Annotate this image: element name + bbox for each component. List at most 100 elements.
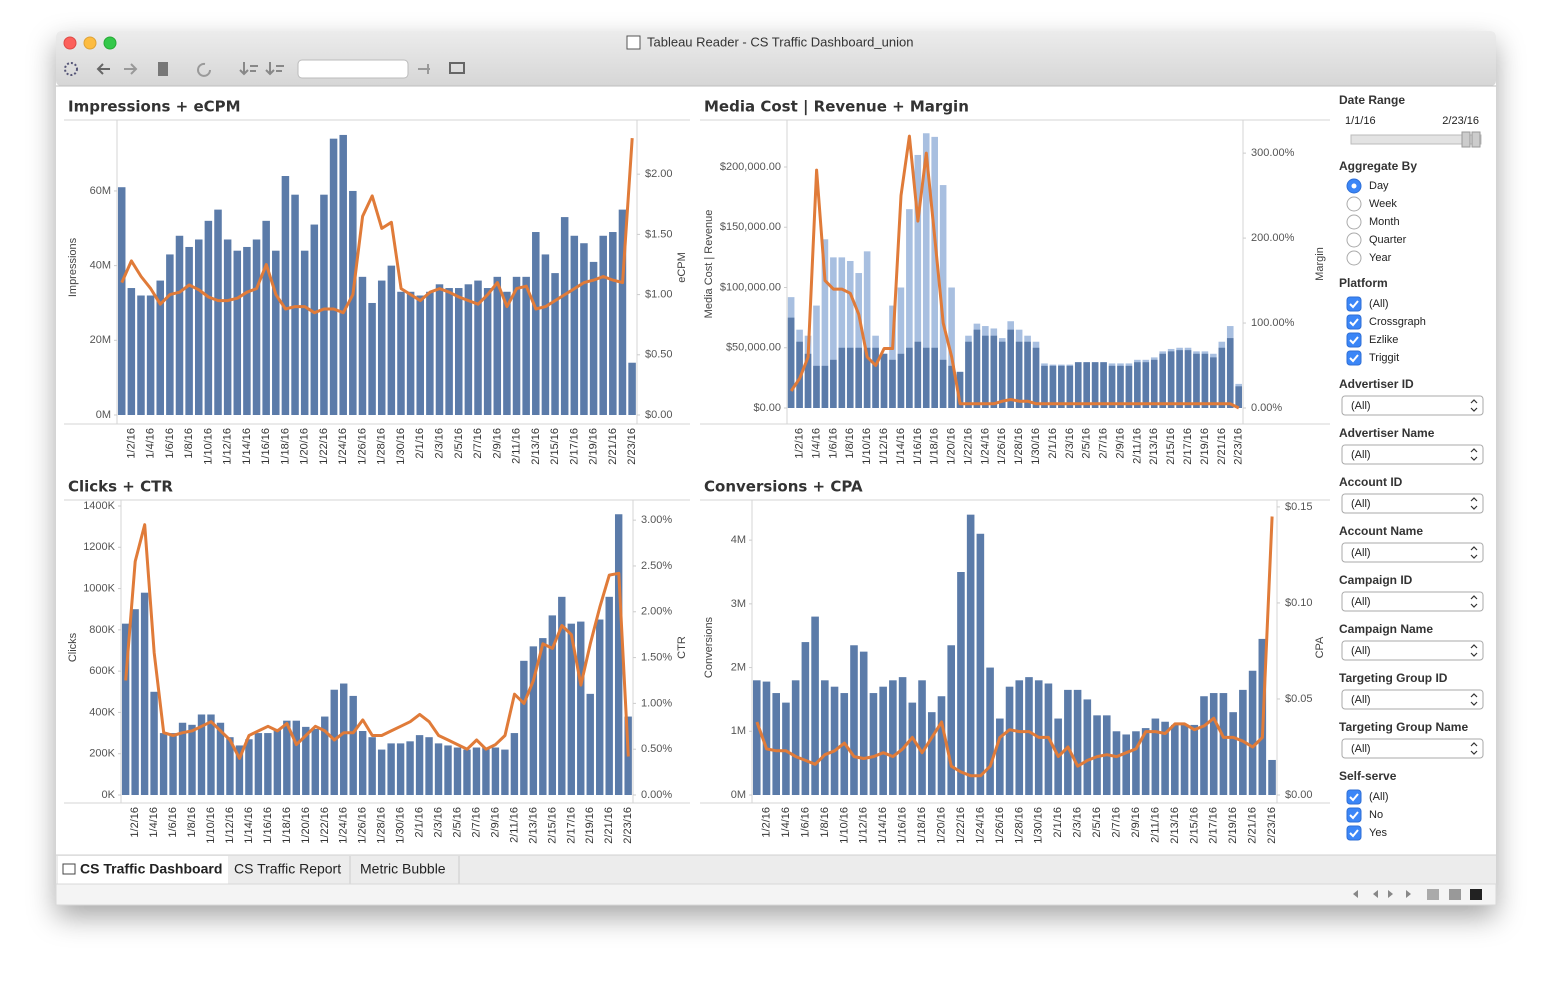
sheet-tab[interactable]: CS Traffic Dashboard (80, 861, 222, 877)
bar (262, 220, 270, 415)
x-tick-label: 1/10/16 (202, 428, 214, 465)
x-tick-label: 2/11/16 (1149, 807, 1161, 843)
forward-button[interactable] (124, 63, 138, 75)
sheet-tab[interactable]: Metric Bubble (360, 861, 446, 877)
filter-label: Targeting Group Name (1339, 720, 1468, 734)
bar (976, 533, 985, 795)
x-tick-label: 1/16/16 (260, 428, 272, 465)
bar (548, 615, 557, 795)
bar (1025, 677, 1033, 795)
dropdown-value: (All) (1351, 596, 1371, 608)
bar (752, 680, 761, 795)
bar (377, 749, 386, 795)
x-tick-label: 1/4/16 (148, 807, 160, 838)
view-full[interactable] (1470, 889, 1482, 900)
dropdown[interactable] (1341, 444, 1484, 465)
checkbox[interactable] (1346, 825, 1362, 841)
y2-axis-title: Margin (1314, 247, 1326, 281)
x-tick-label: 1/6/16 (827, 428, 839, 459)
zoom-select[interactable] (297, 59, 409, 79)
bar (855, 347, 862, 408)
dropdown[interactable] (1341, 493, 1484, 514)
x-tick-label: 2/5/16 (453, 428, 465, 459)
bar (1058, 365, 1065, 408)
y-tick-label: $50,000.00 (726, 342, 781, 354)
bar (464, 284, 473, 415)
checkbox[interactable] (1346, 332, 1362, 348)
bar (914, 341, 922, 408)
bar (618, 209, 627, 415)
presentation-button[interactable] (449, 62, 465, 74)
checkbox[interactable] (1346, 350, 1362, 366)
bar (493, 276, 502, 415)
window-title: Tableau Reader - CS Traffic Dashboard_un… (647, 34, 913, 49)
radio-button[interactable] (1346, 250, 1362, 266)
y-tick-label: 0K (102, 789, 116, 801)
y-tick-label: $0.00 (753, 402, 781, 414)
x-tick-label: 2/19/16 (1199, 428, 1211, 465)
minimize-button[interactable] (83, 36, 97, 50)
sheet-tab[interactable]: CS Traffic Report (234, 861, 341, 877)
view-list[interactable] (1449, 889, 1461, 900)
sort-asc-button[interactable] (239, 62, 258, 76)
x-tick-label: 1/26/16 (356, 428, 368, 465)
radio-button[interactable] (1346, 232, 1362, 248)
bar (1167, 351, 1175, 408)
bar (159, 733, 168, 795)
sort-desc-button[interactable] (265, 62, 284, 76)
bar (1141, 728, 1150, 795)
bar (483, 288, 492, 415)
refresh-button[interactable] (197, 62, 211, 77)
y-tick-label: 1000K (83, 582, 115, 594)
checkbox[interactable] (1346, 789, 1362, 805)
check-mark (1349, 318, 1359, 327)
date-slider-thumb[interactable] (1461, 131, 1471, 148)
filter-label: Campaign Name (1339, 622, 1433, 636)
dropdown[interactable] (1341, 395, 1484, 416)
dropdown[interactable] (1341, 542, 1484, 563)
bar (283, 720, 291, 795)
bar (1268, 759, 1276, 795)
dropdown-value: (All) (1351, 645, 1371, 657)
date-slider-thumb[interactable] (1471, 131, 1481, 148)
bar (1184, 350, 1192, 408)
checkbox[interactable] (1346, 296, 1362, 312)
bar (1125, 365, 1133, 408)
view-grid[interactable] (1427, 889, 1439, 900)
data-button[interactable] (158, 62, 168, 76)
radio-label: Quarter (1369, 234, 1407, 246)
dropdown[interactable] (1341, 738, 1484, 759)
dropdown[interactable] (1341, 591, 1484, 612)
bar (1108, 365, 1116, 408)
active-tab[interactable] (58, 856, 228, 884)
checkbox[interactable] (1346, 807, 1362, 823)
dropdown[interactable] (1341, 689, 1484, 710)
bar (207, 714, 215, 795)
radio-button[interactable] (1346, 214, 1362, 230)
y2-tick-label: 1.00% (641, 697, 672, 709)
y-tick-label: 400K (89, 706, 115, 718)
bar (850, 645, 858, 795)
bar (127, 288, 136, 415)
bar (906, 347, 913, 408)
bar (1134, 362, 1141, 408)
back-button[interactable] (96, 63, 110, 75)
tableau-icon[interactable] (64, 62, 78, 76)
x-tick-label: 1/24/16 (974, 807, 986, 844)
dropdown[interactable] (1341, 640, 1484, 661)
close-button[interactable] (63, 36, 77, 50)
bar (937, 696, 946, 795)
bar (169, 733, 177, 795)
x-tick-label: 2/15/16 (546, 807, 558, 844)
bar (472, 747, 481, 795)
bar (551, 273, 559, 415)
zoom-button[interactable] (103, 36, 117, 50)
checkbox[interactable] (1346, 314, 1362, 330)
bar (1032, 347, 1040, 408)
pin-button[interactable] (418, 64, 430, 74)
bar (434, 743, 443, 795)
bar (474, 280, 482, 415)
radio-button[interactable] (1346, 196, 1362, 212)
bar (435, 284, 444, 415)
bar (996, 718, 1004, 795)
